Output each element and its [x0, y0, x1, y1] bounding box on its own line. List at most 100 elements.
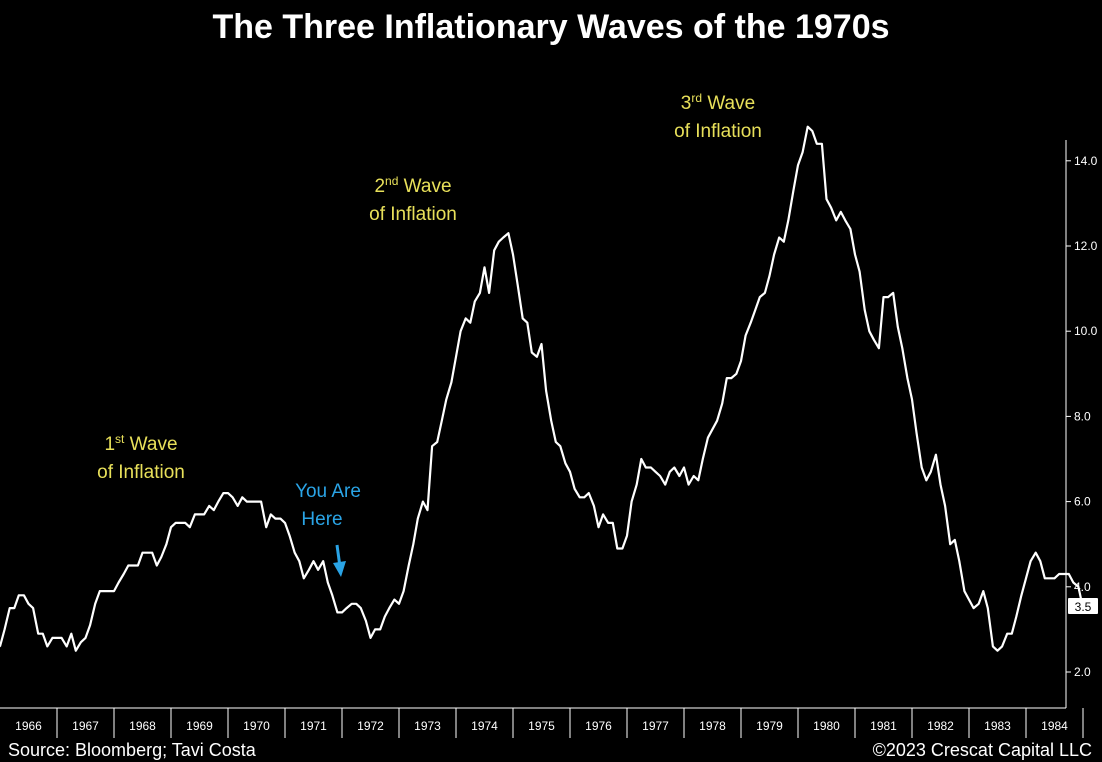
y-tick-label: 12.0	[1074, 239, 1098, 253]
x-tick-label: 1982	[927, 719, 954, 733]
series-point	[469, 321, 472, 324]
series-point	[402, 590, 405, 592]
y-tick-label: 10.0	[1074, 324, 1098, 338]
x-tick-label: 1969	[186, 719, 213, 733]
series-point	[949, 543, 951, 545]
series-point	[692, 475, 695, 477]
series-point	[744, 334, 747, 337]
series-point	[498, 240, 500, 243]
series-point	[1006, 632, 1008, 635]
series-point	[735, 373, 738, 375]
series-point	[963, 590, 966, 592]
series-point	[673, 466, 676, 469]
series-point	[436, 441, 439, 443]
series-point	[887, 296, 889, 298]
series-point	[726, 377, 728, 379]
series-point	[37, 632, 39, 635]
last-value-badge: 3.5	[1068, 598, 1098, 614]
x-tick-label: 1981	[870, 719, 897, 733]
series-point	[873, 338, 875, 341]
series-point	[251, 500, 253, 503]
series-point	[783, 240, 785, 243]
series-point	[588, 492, 590, 494]
series-point	[968, 598, 970, 601]
series-point	[336, 611, 339, 614]
series-point	[198, 513, 201, 516]
series-point	[483, 266, 486, 269]
series-point	[578, 496, 581, 499]
series-point	[407, 564, 410, 567]
series-point	[384, 615, 386, 618]
series-point	[697, 479, 700, 482]
series-point	[935, 453, 937, 456]
series-point	[730, 377, 733, 379]
series-point	[901, 347, 904, 350]
series-point	[42, 632, 44, 635]
series-point	[616, 547, 619, 550]
series-point	[360, 607, 362, 609]
series-point	[431, 445, 433, 448]
series-point	[878, 347, 880, 350]
series-point	[882, 296, 885, 298]
series-point	[32, 607, 34, 609]
series-point	[654, 471, 657, 473]
series-point	[569, 471, 571, 473]
series-point	[355, 603, 358, 605]
series-point	[1058, 573, 1060, 575]
series-point	[1077, 586, 1080, 588]
series-point	[274, 517, 277, 520]
series-point	[303, 577, 305, 580]
series-point	[426, 509, 429, 511]
series-point	[1039, 560, 1042, 562]
series-point	[165, 543, 168, 545]
series-point	[972, 607, 975, 609]
series-point	[821, 143, 823, 145]
series-point	[559, 445, 562, 448]
series-point	[1072, 581, 1075, 584]
series-point	[830, 206, 832, 209]
series-point	[213, 509, 215, 511]
annotation-wave-3: 3rd Wave of Inflation	[674, 91, 762, 142]
series-point	[65, 645, 68, 648]
x-tick-label: 1971	[300, 719, 327, 733]
chart-title: The Three Inflationary Waves of the 1970…	[212, 8, 889, 46]
series-point	[797, 164, 799, 166]
series-point	[94, 603, 96, 605]
x-tick-label: 1972	[357, 719, 384, 733]
series-point	[122, 573, 125, 575]
series-point	[1025, 577, 1027, 580]
series-point	[379, 628, 382, 631]
series-point	[312, 560, 315, 562]
series-point	[80, 641, 82, 643]
annotation-you-are-here: You Are Here	[295, 481, 361, 577]
series-point	[0, 645, 1, 648]
series-point	[331, 594, 334, 597]
y-tick-label: 6.0	[1074, 495, 1091, 509]
series-point	[863, 309, 866, 311]
series-point	[222, 492, 225, 494]
series-point	[241, 496, 244, 499]
series-point	[160, 556, 163, 558]
x-tick-label: 1984	[1041, 719, 1068, 733]
series-point	[350, 603, 353, 605]
series-point	[626, 534, 628, 537]
series-point	[1034, 551, 1037, 554]
series-point	[217, 500, 220, 503]
series-point	[982, 590, 985, 592]
series-point	[764, 292, 766, 294]
series-point	[716, 419, 718, 422]
series-point	[801, 151, 804, 154]
y-tick-label: 8.0	[1074, 409, 1091, 423]
series-point	[322, 560, 325, 562]
annotation-wave-2-line-1: 2nd Wave	[374, 174, 451, 197]
series-point	[516, 283, 519, 286]
series-point	[156, 564, 158, 567]
source-note: Source: Bloomberg; Tavi Costa	[8, 740, 257, 760]
series-point	[488, 292, 490, 294]
series-point	[749, 321, 752, 324]
series-point	[987, 607, 989, 609]
series-point	[108, 590, 111, 592]
series-point	[137, 564, 139, 567]
series-point	[493, 249, 496, 252]
series-point	[555, 441, 557, 443]
